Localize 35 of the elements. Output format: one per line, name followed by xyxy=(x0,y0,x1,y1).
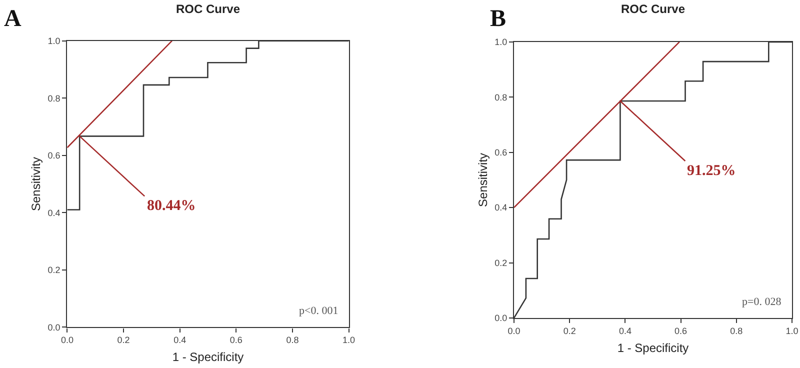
x-axis-title: 1 - Specificity xyxy=(172,350,244,364)
x-tick-label: 0.6 xyxy=(230,335,242,346)
y-tick-label: 0.8 xyxy=(494,92,508,102)
y-axis-title: Sensitivity xyxy=(476,152,490,207)
x-tick-label: 1.0 xyxy=(786,326,798,336)
annotation: p=0. 028 xyxy=(742,296,782,308)
y-tick-label: 1.0 xyxy=(494,37,508,48)
y-tick-label: 0.0 xyxy=(494,313,508,324)
x-tick-label: 0.8 xyxy=(286,335,299,346)
x-tick-label: 0.6 xyxy=(674,326,688,336)
x-axis-title: 1 - Specificity xyxy=(617,340,689,355)
x-tick-label: 0.4 xyxy=(174,335,186,346)
x-tick-label: 0.2 xyxy=(563,326,576,336)
text: B xyxy=(490,6,506,32)
chart-title: ROC Curve xyxy=(176,2,240,16)
y-tick-label: 0.4 xyxy=(48,208,60,218)
annotation: 91.25% xyxy=(687,163,736,179)
y-tick-label: 0.6 xyxy=(48,150,60,161)
text: A xyxy=(4,6,22,32)
y-tick-label: 0.4 xyxy=(494,202,508,213)
chart-title: ROC Curve xyxy=(621,2,686,16)
y-tick-label: 0.2 xyxy=(494,258,508,268)
y-tick-label: 1.0 xyxy=(48,36,60,46)
y-axis-title: Sensitivity xyxy=(29,156,44,212)
y-tick-label: 0.2 xyxy=(48,265,60,276)
y-tick-label: 0.8 xyxy=(48,93,60,104)
y-tick-label: 0.6 xyxy=(494,148,508,158)
annotation: 80.44% xyxy=(147,198,196,214)
x-tick-label: 0.2 xyxy=(117,335,130,346)
annotation: p<0. 001 xyxy=(299,305,338,317)
x-tick-label: 1.0 xyxy=(342,335,356,346)
x-tick-label: 0.4 xyxy=(618,326,632,336)
x-tick-label: 0.0 xyxy=(60,335,74,346)
x-tick-label: 0.8 xyxy=(730,326,743,336)
x-tick-label: 0.0 xyxy=(508,326,520,336)
